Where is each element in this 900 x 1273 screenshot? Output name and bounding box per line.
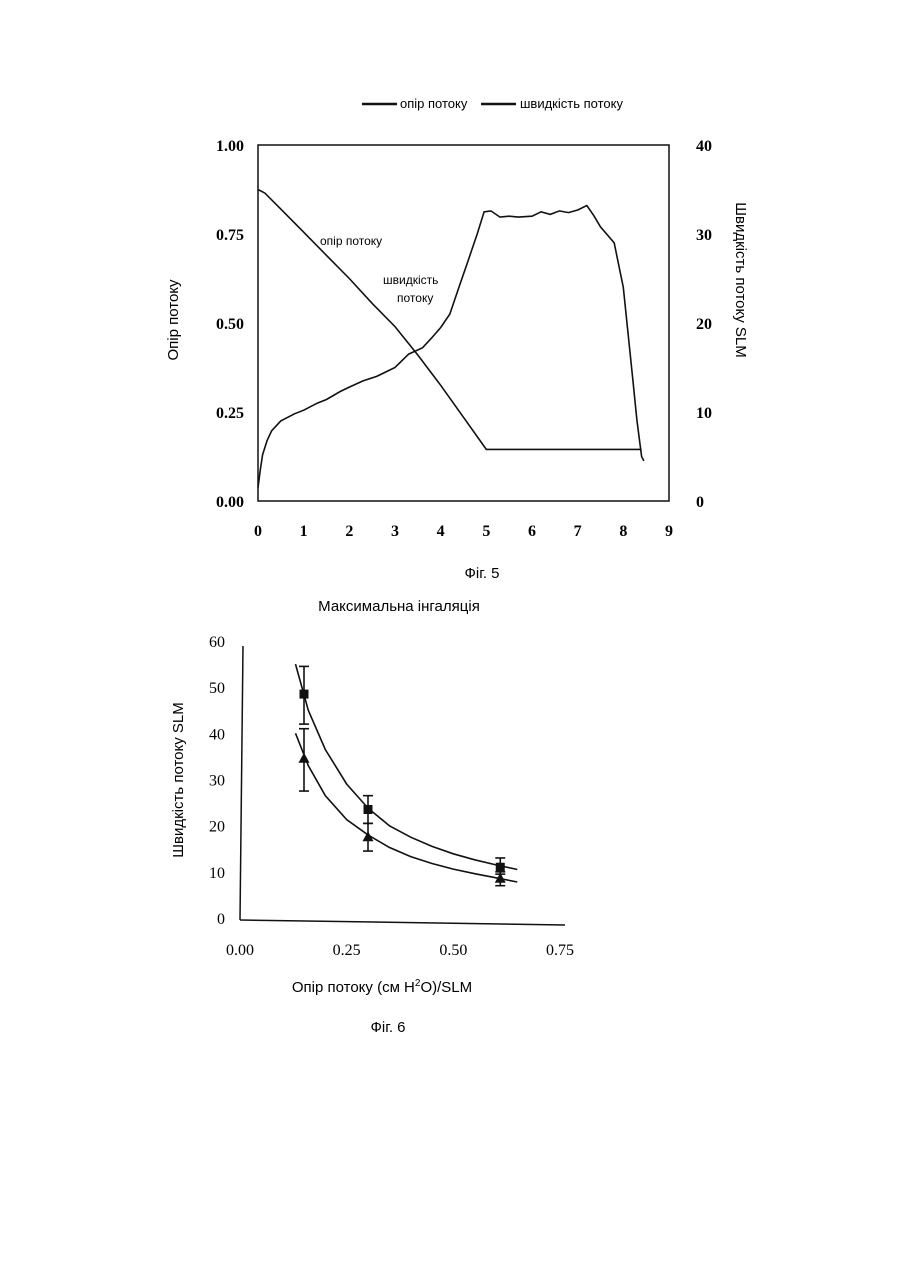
x-axis-title-prefix: Опір потоку (см Н (292, 979, 415, 996)
series-line-flow-resistance (258, 190, 642, 450)
series-square (296, 664, 518, 874)
y-axis-title-right: Швидкість потоку SLM (732, 202, 749, 358)
x-tick-label: 8 (619, 523, 627, 540)
y-tick-label-left: 0.50 (216, 316, 244, 333)
x-tick-label: 5 (482, 523, 490, 540)
annotation-flow-rate-line1: швидкість (383, 273, 438, 287)
y-tick-label-left: 0.25 (216, 405, 244, 422)
x-tick-label: 7 (574, 523, 582, 540)
y-tick-label-right: 0 (696, 494, 704, 511)
x-axis-title: Опір потоку (см Н2О)/SLM (292, 978, 472, 996)
y-axis-line (240, 646, 243, 920)
plot-frame (258, 145, 669, 501)
x-tick-label: 2 (345, 523, 353, 540)
x-tick-label: 4 (437, 523, 445, 540)
data-point-square (300, 690, 309, 699)
x-axis: 0 1 2 3 4 5 6 7 8 9 (254, 523, 673, 540)
x-axis: 0.00 0.25 0.50 0.75 (226, 942, 574, 959)
y-tick-label-left: 0.00 (216, 494, 244, 511)
legend-label-flow-rate: швидкість потоку (520, 96, 623, 111)
x-tick-label: 0.75 (546, 942, 574, 959)
series-line-flow-rate (258, 206, 644, 488)
y-tick-label: 0 (217, 911, 225, 928)
y-axis-right: 0 10 20 30 40 (696, 138, 712, 511)
annotation-flow-resistance: опір потоку (320, 234, 382, 248)
y-tick-label-right: 30 (696, 227, 712, 244)
y-tick-label: 40 (209, 726, 225, 743)
figure-label: Фіг. 6 (370, 1019, 405, 1036)
y-axis-left: 0.00 0.25 0.50 0.75 1.00 (216, 138, 244, 511)
y-tick-label-left: 0.75 (216, 227, 244, 244)
y-tick-label: 50 (209, 680, 225, 697)
y-axis-title-left: Опір потоку (165, 279, 182, 361)
x-tick-label: 6 (528, 523, 536, 540)
x-axis-title-suffix: О)/SLM (420, 979, 472, 996)
figure-canvas: опір потоку швидкість потоку 0123456789 … (0, 0, 900, 1273)
data-point-square (496, 863, 505, 872)
annotation-flow-rate-line2: потоку (397, 291, 433, 305)
y-axis: 0 10 20 30 40 50 60 (209, 634, 225, 928)
y-tick-label-right: 40 (696, 138, 712, 155)
plot-area (296, 664, 518, 886)
figure-5: опір потоку швидкість потоку 0123456789 … (165, 96, 749, 582)
figure-label: Фіг. 5 (464, 565, 499, 582)
x-tick-label: 0.00 (226, 942, 254, 959)
x-axis-line (240, 920, 565, 925)
x-tick-label: 3 (391, 523, 399, 540)
y-tick-label: 30 (209, 773, 225, 790)
x-tick-label: 0 (254, 523, 262, 540)
x-tick-label: 1 (300, 523, 308, 540)
x-tick-label: 0.25 (333, 942, 361, 959)
fit-curve (296, 664, 518, 869)
data-point-triangle (299, 753, 310, 763)
y-tick-label: 20 (209, 819, 225, 836)
y-tick-label-right: 20 (696, 316, 712, 333)
x-tick-label: 0.50 (439, 942, 467, 959)
y-axis-title: Швидкість потоку SLM (170, 702, 187, 858)
x-tick-label: 9 (665, 523, 673, 540)
legend-label-flow-resistance: опір потоку (400, 96, 468, 111)
y-tick-label: 60 (209, 634, 225, 651)
y-tick-label-right: 10 (696, 405, 712, 422)
chart-title: Максимальна інгаляція (318, 598, 480, 615)
y-tick-label: 10 (209, 865, 225, 882)
data-point-square (364, 805, 373, 814)
figure-6: Максимальна інгаляція 0.00 0.25 0.50 0.75 0… (170, 598, 574, 1036)
y-tick-label-left: 1.00 (216, 138, 244, 155)
legend: опір потоку швидкість потоку (362, 96, 623, 111)
